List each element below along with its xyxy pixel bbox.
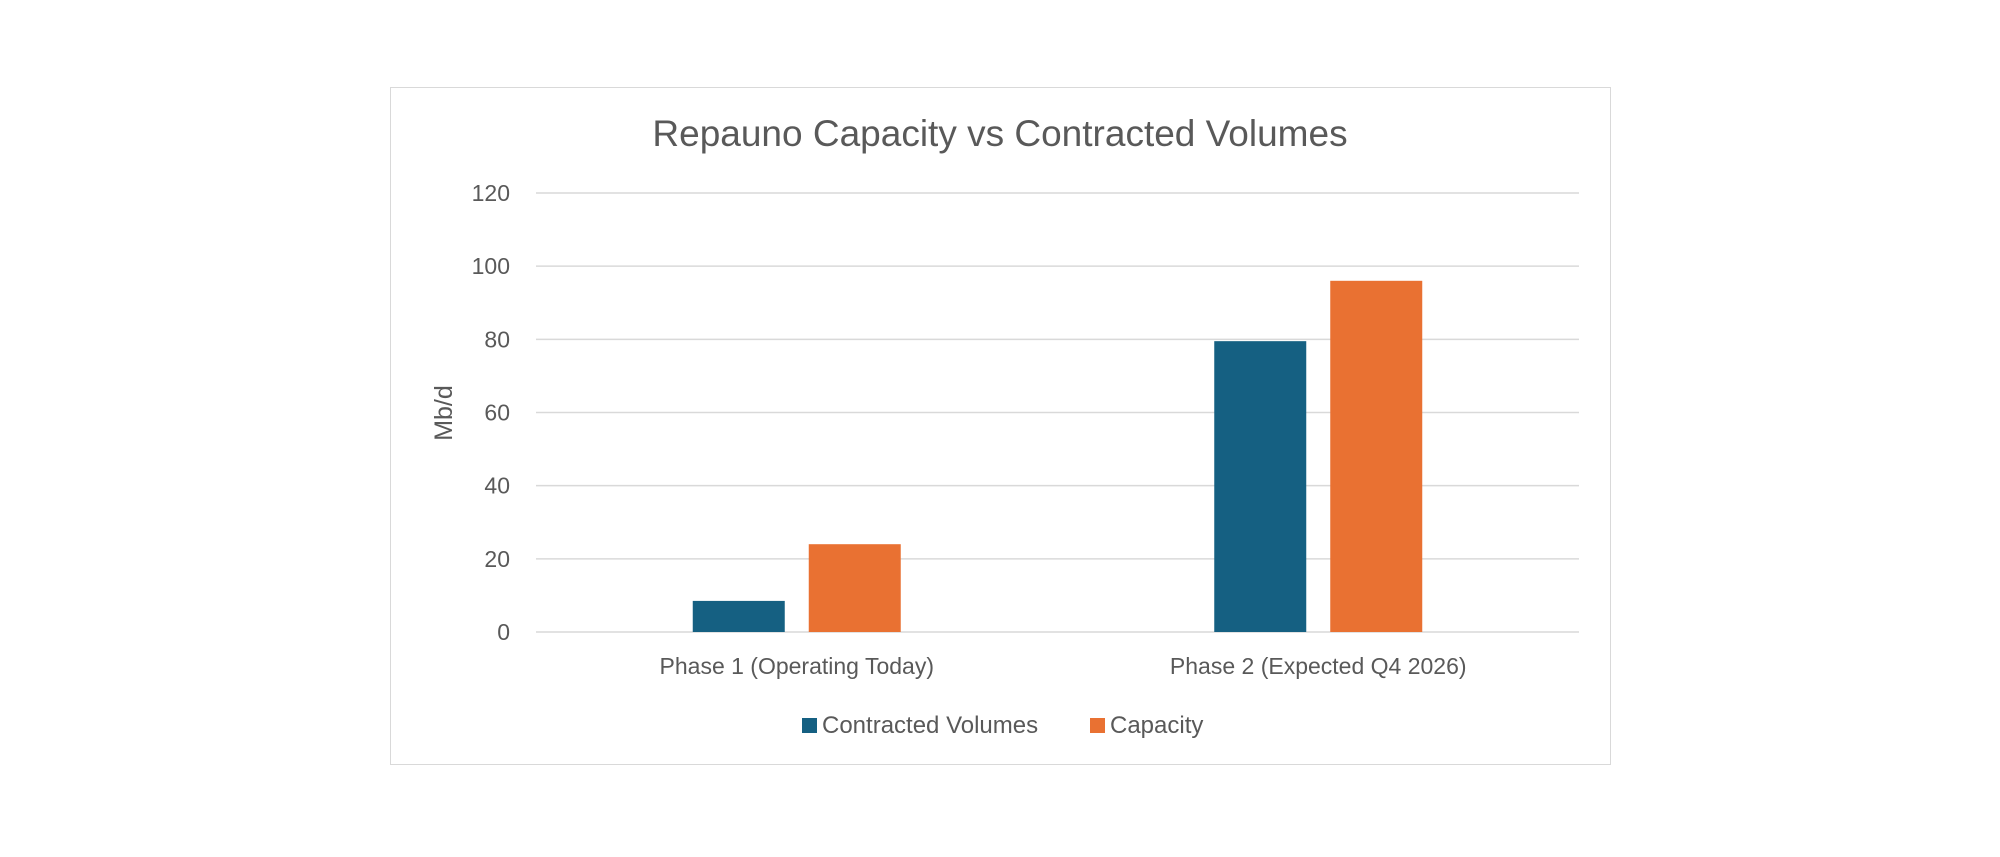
- legend-swatch: [1090, 718, 1105, 733]
- y-tick-label: 100: [472, 253, 510, 279]
- category-labels: Phase 1 (Operating Today) Phase 2 (Expect…: [660, 653, 1467, 679]
- y-axis-label: Mb/d: [430, 385, 458, 441]
- bars: [692, 280, 1423, 632]
- legend-label: Capacity: [1110, 712, 1203, 739]
- legend: Contracted Volumes Capacity: [802, 712, 1203, 739]
- y-tick-label: 80: [484, 326, 510, 352]
- y-tick-label: 0: [497, 619, 510, 645]
- bar-capacity: [808, 544, 901, 632]
- bar-capacity: [1330, 280, 1423, 632]
- legend-swatch: [802, 718, 817, 733]
- category-label: Phase 2 (Expected Q4 2026): [1170, 653, 1467, 679]
- y-tick-label: 60: [484, 400, 510, 426]
- bar-contracted-volumes: [1214, 341, 1307, 632]
- category-label: Phase 1 (Operating Today): [660, 653, 934, 679]
- y-tick-label: 40: [484, 473, 510, 499]
- bar-contracted-volumes: [692, 600, 785, 632]
- legend-label: Contracted Volumes: [822, 712, 1038, 739]
- y-tick-label: 120: [472, 180, 510, 206]
- chart-title: Repauno Capacity vs Contracted Volumes: [652, 113, 1347, 154]
- gridlines: [536, 192, 1579, 633]
- y-tick-label: 20: [484, 546, 510, 572]
- y-tick-labels: 0 20 40 60 80 100 120: [472, 180, 510, 645]
